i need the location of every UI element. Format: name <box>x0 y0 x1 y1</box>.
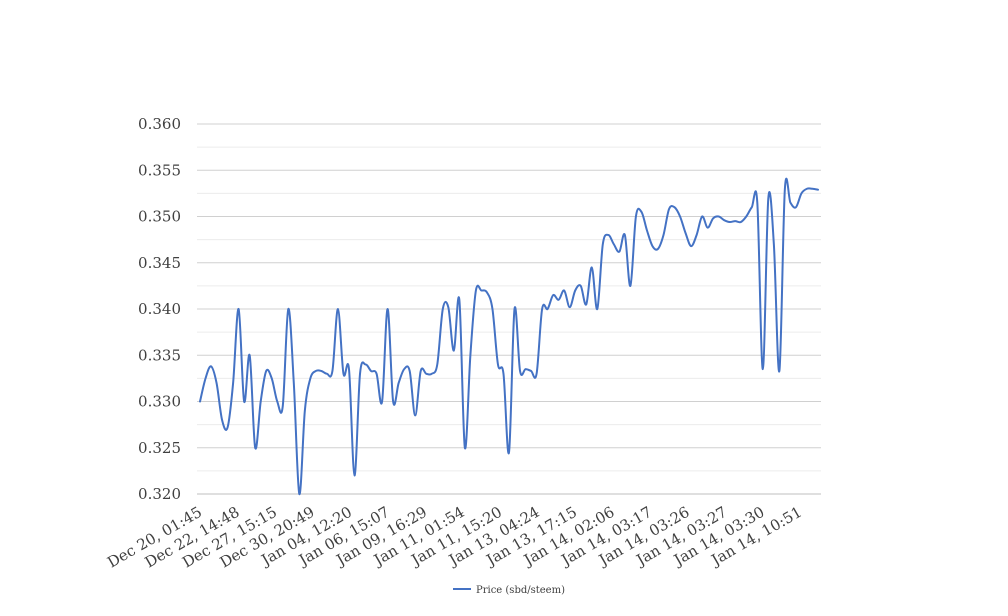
major-gridlines <box>197 123 821 495</box>
y-tick-label: 0.360 <box>138 115 181 133</box>
series-line-price <box>199 177 819 496</box>
y-tick-label: 0.350 <box>138 208 181 226</box>
y-tick-label: 0.330 <box>138 393 181 411</box>
legend: Price (sbd/steem) <box>453 585 565 596</box>
y-tick-label: 0.325 <box>138 439 181 457</box>
minor-gridlines <box>197 146 821 472</box>
y-tick-label: 0.340 <box>138 300 181 318</box>
y-tick-label: 0.345 <box>138 254 181 272</box>
y-axis-tick-labels: 0.320 0.325 0.330 0.335 0.340 0.345 0.350 0.355… <box>138 115 181 503</box>
y-tick-label: 0.320 <box>138 485 181 503</box>
y-tick-label: 0.335 <box>138 346 181 364</box>
series-layer <box>199 177 819 496</box>
legend-label-price: Price (sbd/steem) <box>476 585 565 596</box>
y-tick-label: 0.355 <box>138 161 181 179</box>
